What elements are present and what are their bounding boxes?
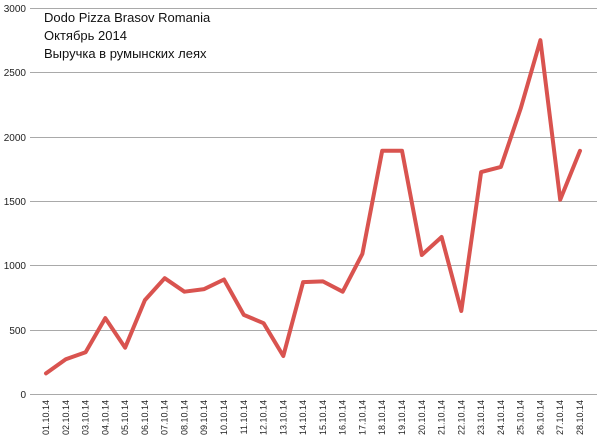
x-tick-label: 25.10.14 — [516, 400, 526, 435]
chart-title: Dodo Pizza Brasov Romania Октябрь 2014 В… — [44, 10, 211, 61]
x-tick-label: 04.10.14 — [100, 400, 110, 435]
x-tick-label: 26.10.14 — [535, 400, 545, 435]
y-tick-label: 2000 — [4, 133, 27, 144]
series-line-0 — [44, 38, 582, 376]
x-tick-label: 16.10.14 — [338, 400, 348, 435]
x-tick-label: 13.10.14 — [278, 400, 288, 435]
x-tick-label: 12.10.14 — [259, 400, 269, 435]
x-tick-label: 23.10.14 — [476, 400, 486, 435]
x-tick-label: 14.10.14 — [298, 400, 308, 435]
x-tick-label: 06.10.14 — [140, 400, 150, 435]
x-tick-label: 22.10.14 — [456, 400, 466, 435]
x-tick-label: 28.10.14 — [575, 400, 585, 435]
x-tick-label: 05.10.14 — [120, 400, 130, 435]
x-tick-label: 01.10.14 — [41, 400, 51, 435]
grid-layer — [30, 8, 597, 395]
y-tick-label: 3000 — [4, 4, 27, 15]
series-layer — [44, 38, 582, 376]
x-tick-label: 24.10.14 — [496, 400, 506, 435]
x-tick-label: 20.10.14 — [417, 400, 427, 435]
x-tick-label: 08.10.14 — [179, 400, 189, 435]
y-tick-label: 1000 — [4, 261, 27, 272]
chart-title-line-3: Выручка в румынских леях — [44, 46, 207, 61]
x-tick-label: 17.10.14 — [357, 400, 367, 435]
chart-title-line-2: Октябрь 2014 — [44, 28, 127, 43]
x-tick-label: 10.10.14 — [219, 400, 229, 435]
chart-title-line-1: Dodo Pizza Brasov Romania — [44, 10, 211, 25]
x-tick-label: 07.10.14 — [160, 400, 170, 435]
y-tick-label: 500 — [9, 326, 26, 337]
y-axis-ticks: 0 500 1000 1500 2000 2500 3000 — [4, 4, 27, 401]
x-tick-label: 27.10.14 — [555, 400, 565, 435]
x-tick-label: 18.10.14 — [377, 400, 387, 435]
y-tick-label: 0 — [20, 390, 26, 401]
x-tick-label: 15.10.14 — [318, 400, 328, 435]
y-tick-label: 2500 — [4, 68, 27, 79]
x-tick-label: 11.10.14 — [239, 400, 249, 434]
x-tick-label: 21.10.14 — [437, 400, 447, 435]
x-tick-label: 02.10.14 — [61, 400, 71, 435]
x-axis-ticks: 01.10.14 02.10.14 03.10.14 04.10.14 05.10.14… — [41, 400, 585, 435]
x-tick-label: 09.10.14 — [199, 400, 209, 435]
x-tick-label: 03.10.14 — [81, 400, 91, 435]
y-tick-label: 1500 — [4, 197, 27, 208]
x-tick-label: 19.10.14 — [397, 400, 407, 435]
